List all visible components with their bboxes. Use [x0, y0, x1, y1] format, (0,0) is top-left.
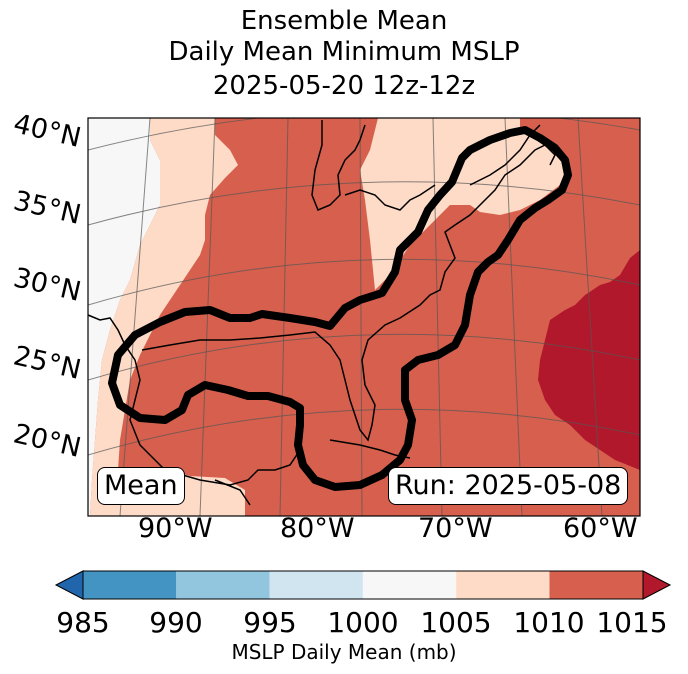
title-line-3: 2025-05-20 12z-12z [212, 71, 476, 101]
field-1005-1010-northeast [360, 118, 570, 290]
lon-label-80w: 80°W [280, 513, 355, 544]
colorbar-bin-990-995 [176, 571, 270, 599]
colorbar-tick-990: 990 [149, 606, 203, 639]
colorbar-tick-1010: 1010 [513, 606, 585, 639]
colorbar-extend-high [642, 570, 672, 600]
pressure-contour [108, 126, 572, 491]
field-1005-1010-west [90, 118, 238, 516]
colorbar-tick-1005: 1005 [420, 606, 492, 639]
colorbar-extend-low [54, 570, 84, 600]
map-panel [88, 118, 640, 516]
colorbar-bin-985-990 [83, 571, 177, 599]
colorbar-bin-1005-1010 [456, 571, 550, 599]
colorbar-bin-1000-1005 [362, 571, 457, 599]
colorbar-bin-1010-1015 [549, 571, 643, 599]
meridians [119, 118, 603, 516]
mean-label-box: Mean [97, 467, 185, 505]
colorbar [54, 570, 672, 600]
map-frame [87, 117, 641, 517]
colorbar-label: MSLP Daily Mean (mb) [231, 640, 457, 664]
colorbar-tick-1015: 1015 [596, 606, 668, 639]
run-date-box: Run: 2025-05-08 [388, 467, 629, 505]
colorbar-bin-995-1000 [269, 571, 363, 599]
colorbar-tick-1000: 1000 [327, 606, 399, 639]
lon-label-70w: 70°W [418, 513, 493, 544]
title-line-2: Daily Mean Minimum MSLP [168, 37, 520, 67]
title-line-1: Ensemble Mean [240, 6, 448, 36]
colorbar-frame [82, 570, 644, 600]
lon-label-60w: 60°W [563, 513, 638, 544]
colorbar-tick-985: 985 [56, 606, 110, 639]
colorbar-tick-995: 995 [243, 606, 297, 639]
field-above-1015-east [538, 250, 640, 470]
lon-label-90w: 90°W [138, 513, 213, 544]
